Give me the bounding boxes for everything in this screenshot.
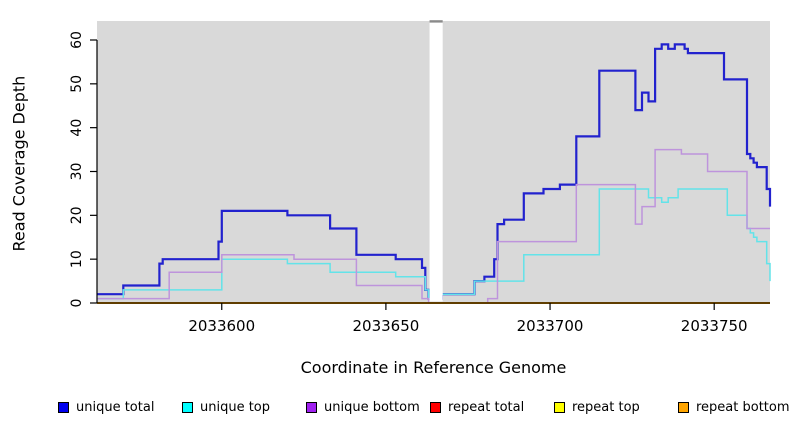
x-tick-label: 2033700 [517,317,584,335]
y-tick-label: 0 [69,299,85,308]
legend-item-repeat-total: repeat total [430,399,524,415]
legend-label-unique-bottom: unique bottom [324,399,420,415]
series-line-unique-top [97,188,771,300]
legend-label-repeat-top: repeat top [572,399,640,415]
legend-swatch-repeat-top [554,401,565,413]
y-tick-label: 20 [69,206,85,224]
legend-label-unique-top: unique top [200,399,271,415]
legend-item-unique-bottom: unique bottom [306,399,420,415]
legend-label-repeat-bottom: repeat bottom [696,399,790,415]
x-axis-title: Coordinate in Reference Genome [300,358,567,377]
legend-swatch-repeat-total [430,401,441,413]
y-tick-label: 10 [69,250,85,268]
legend-item-unique-total: unique total [58,399,154,415]
legend-swatch-unique-total [58,401,69,413]
legend-swatch-repeat-bottom [678,401,689,413]
y-tick-label: 60 [69,31,85,49]
alignment-gap [429,14,443,302]
legend-swatch-unique-top [182,401,193,413]
legend-swatch-unique-bottom [306,401,317,413]
y-tick-label: 30 [69,163,85,181]
x-tick-label: 2033750 [681,317,748,335]
x-tick-label: 2033600 [188,317,255,335]
coverage-chart-svg: 0 10 20 30 40 50 60 2033600 2033650 2033700 203375… [69,14,772,335]
legend-item-repeat-top: repeat top [554,399,640,415]
legend-label-unique-total: unique total [76,399,155,415]
legend: unique total unique top unique bottom repea… [0,399,792,419]
y-tick-label: 40 [69,119,85,137]
y-axis-title: Read Coverage Depth [9,75,29,252]
series-line-unique-total [97,43,772,300]
series-line-unique-bottom [97,148,770,304]
legend-item-repeat-bottom: repeat bottom [678,399,790,415]
legend-label-repeat-total: repeat total [448,399,525,415]
x-tick-label: 2033650 [352,317,419,335]
y-tick-label: 50 [69,75,85,93]
legend-item-unique-top: unique top [182,399,270,415]
alignment-gap-top-bar [429,20,443,23]
